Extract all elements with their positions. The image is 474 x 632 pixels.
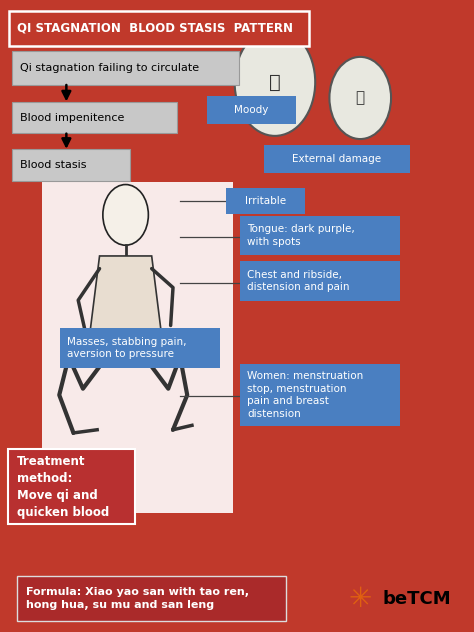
Text: Irritable: Irritable <box>245 196 286 206</box>
Circle shape <box>329 57 391 139</box>
FancyBboxPatch shape <box>60 328 220 368</box>
FancyBboxPatch shape <box>240 216 400 255</box>
Text: Masses, stabbing pain,
aversion to pressure: Masses, stabbing pain, aversion to press… <box>67 336 187 360</box>
Text: Blood impenitence: Blood impenitence <box>20 112 124 123</box>
Text: 🤚: 🤚 <box>356 90 365 106</box>
FancyBboxPatch shape <box>8 449 135 524</box>
Text: Chest and ribside,
distension and pain: Chest and ribside, distension and pain <box>247 269 350 293</box>
FancyBboxPatch shape <box>12 102 177 133</box>
Polygon shape <box>90 332 161 357</box>
Text: 👤: 👤 <box>269 73 281 92</box>
Text: Blood stasis: Blood stasis <box>20 160 86 170</box>
FancyBboxPatch shape <box>42 182 233 513</box>
Text: Treatment
method:
Move qi and
quicken blood: Treatment method: Move qi and quicken bl… <box>17 454 109 519</box>
Text: Women: menstruation
stop, menstruation
pain and breast
distension: Women: menstruation stop, menstruation p… <box>247 371 364 419</box>
Text: Formula: Xiao yao san with tao ren,
hong hua, su mu and san leng: Formula: Xiao yao san with tao ren, hong… <box>26 587 249 610</box>
Text: ✳: ✳ <box>348 585 372 613</box>
Text: Moody: Moody <box>234 105 268 115</box>
FancyBboxPatch shape <box>9 11 309 46</box>
FancyBboxPatch shape <box>207 96 296 124</box>
Text: QI STAGNATION  BLOOD STASIS  PATTERN: QI STAGNATION BLOOD STASIS PATTERN <box>17 22 292 35</box>
FancyBboxPatch shape <box>12 149 130 181</box>
FancyBboxPatch shape <box>12 51 239 85</box>
Text: Qi stagnation failing to circulate: Qi stagnation failing to circulate <box>20 63 199 73</box>
Text: Tongue: dark purple,
with spots: Tongue: dark purple, with spots <box>247 224 355 247</box>
Polygon shape <box>90 256 161 332</box>
FancyBboxPatch shape <box>17 576 286 621</box>
Text: External damage: External damage <box>292 154 381 164</box>
FancyBboxPatch shape <box>226 188 305 214</box>
FancyBboxPatch shape <box>264 145 410 173</box>
Text: beTCM: beTCM <box>383 590 451 608</box>
FancyBboxPatch shape <box>240 364 400 426</box>
Circle shape <box>103 185 148 245</box>
FancyBboxPatch shape <box>240 261 400 301</box>
Circle shape <box>235 28 315 136</box>
